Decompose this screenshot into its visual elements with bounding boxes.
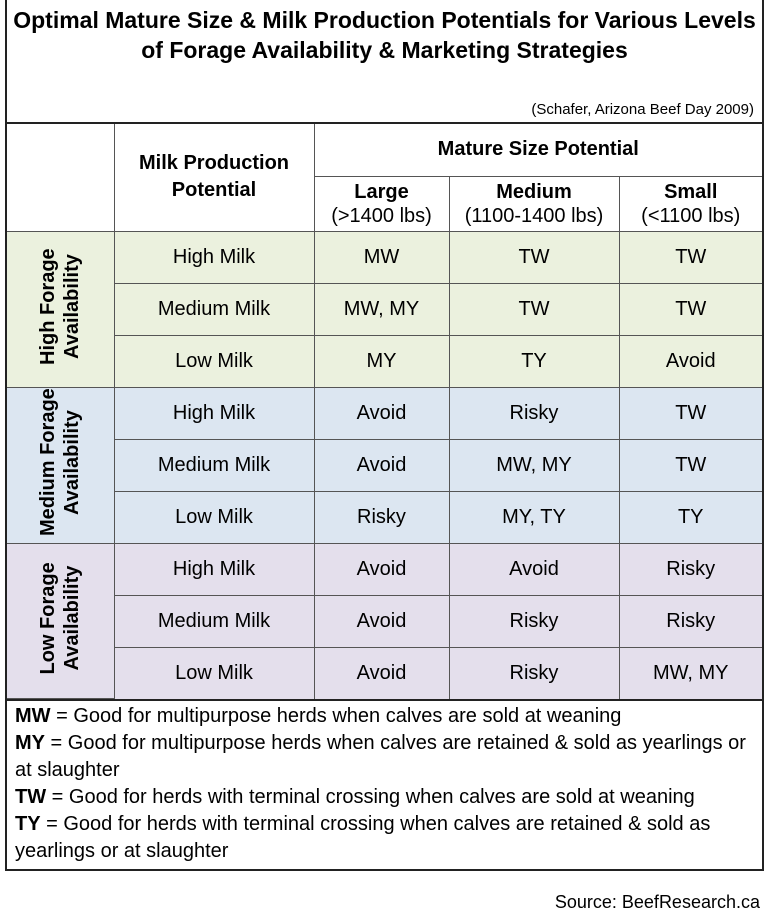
strategy-cell: Avoid xyxy=(313,386,450,440)
milk-header: Milk Production Potential xyxy=(113,124,315,232)
strategy-cell: TW xyxy=(618,282,762,336)
strategy-cell: Avoid xyxy=(448,542,620,596)
mature-size-header: Mature Size Potential xyxy=(313,124,762,177)
strategy-cell: TW xyxy=(618,230,762,284)
strategy-cell: MW, MY xyxy=(618,646,762,699)
milk-level: Medium Milk xyxy=(114,282,315,336)
strategy-cell: Avoid xyxy=(313,542,450,596)
citation: (Schafer, Arizona Beef Day 2009) xyxy=(531,101,754,118)
page-title: Optimal Mature Size & Milk Production Po… xyxy=(13,7,756,63)
legend-text: = Good for herds with terminal crossing … xyxy=(15,813,711,862)
milk-level: High Milk xyxy=(113,230,315,284)
strategy-cell: Avoid xyxy=(618,334,762,388)
legend-item: MW = Good for multipurpose herds when ca… xyxy=(15,703,754,730)
strategy-cell: Avoid xyxy=(313,594,450,648)
legend-text: = Good for multipurpose herds when calve… xyxy=(50,705,622,727)
legend-code: MY xyxy=(15,732,45,754)
strategy-cell: Risky xyxy=(448,386,620,440)
table-row: Medium Milk Avoid MW, MY TW xyxy=(7,438,762,492)
table-row: High Forage Availability High Milk MW TW TW xyxy=(7,230,762,388)
strategy-cell: MY xyxy=(313,334,450,388)
milk-level: Medium Milk xyxy=(114,594,315,648)
legend-code: TY xyxy=(15,813,41,835)
strategy-cell: TW xyxy=(448,230,620,284)
title-box: Optimal Mature Size & Milk Production Po… xyxy=(7,0,762,124)
forage-group-label: High Forage Availability xyxy=(7,230,115,388)
legend-item: TY = Good for herds with terminal crossi… xyxy=(15,811,754,865)
strategy-cell: Risky xyxy=(618,542,762,596)
corner-cell xyxy=(7,124,115,232)
table-row: Low Milk MY TY Avoid xyxy=(7,334,762,388)
milk-level: High Milk xyxy=(113,386,315,440)
source: Source: BeefResearch.ca xyxy=(554,892,760,912)
strategy-cell: TW xyxy=(618,438,762,492)
legend-code: MW xyxy=(15,705,51,727)
strategy-cell: Avoid xyxy=(313,646,450,699)
table-row: Medium Milk MW, MY TW TW xyxy=(7,282,762,336)
strategy-cell: TW xyxy=(618,386,762,440)
strategy-cell: Risky xyxy=(448,594,620,648)
forage-group-label: Medium Forage Availability xyxy=(7,386,115,544)
strategy-cell: MW, MY xyxy=(448,438,620,492)
strategy-cell: MW, MY xyxy=(313,282,450,336)
strategy-cell: Risky xyxy=(313,490,450,544)
milk-level: High Milk xyxy=(113,542,315,596)
size-header-small: Small (<1100 lbs) xyxy=(618,175,762,232)
table-row: Low Forage Availability High Milk Avoid Avo… xyxy=(7,542,762,699)
table-row: Low Milk Risky MY, TY TY xyxy=(7,490,762,544)
legend-text: = Good for herds with terminal crossing … xyxy=(46,786,695,808)
strategy-cell: MY, TY xyxy=(448,490,620,544)
legend-item: MY = Good for multipurpose herds when ca… xyxy=(15,730,754,784)
data-table: Milk Production Potential Mature Size Po… xyxy=(7,124,762,699)
legend: MW = Good for multipurpose herds when ca… xyxy=(7,699,762,869)
figure: Optimal Mature Size & Milk Production Po… xyxy=(5,0,764,871)
strategy-cell: Risky xyxy=(448,646,620,699)
table-row: Medium Forage Availability High Milk Avoid… xyxy=(7,386,762,544)
milk-level: Medium Milk xyxy=(114,438,315,492)
milk-level: Low Milk xyxy=(114,334,315,388)
strategy-cell: MW xyxy=(313,230,450,284)
strategy-cell: Avoid xyxy=(313,438,450,492)
legend-item: TW = Good for herds with terminal crossi… xyxy=(15,784,754,811)
table-row: Low Milk Avoid Risky MW, MY xyxy=(7,646,762,699)
legend-text: = Good for multipurpose herds when calve… xyxy=(15,732,746,781)
table-row: Medium Milk Avoid Risky Risky xyxy=(7,594,762,648)
strategy-cell: TW xyxy=(448,282,620,336)
strategy-cell: Risky xyxy=(618,594,762,648)
legend-code: TW xyxy=(15,786,47,808)
strategy-cell: TY xyxy=(618,490,762,544)
forage-group-label: Low Forage Availability xyxy=(7,542,115,699)
milk-level: Low Milk xyxy=(114,646,315,699)
size-header-large: Large (>1400 lbs) xyxy=(314,175,450,232)
milk-level: Low Milk xyxy=(114,490,315,544)
size-header-medium: Medium (1100-1400 lbs) xyxy=(448,175,620,232)
strategy-cell: TY xyxy=(448,334,620,388)
